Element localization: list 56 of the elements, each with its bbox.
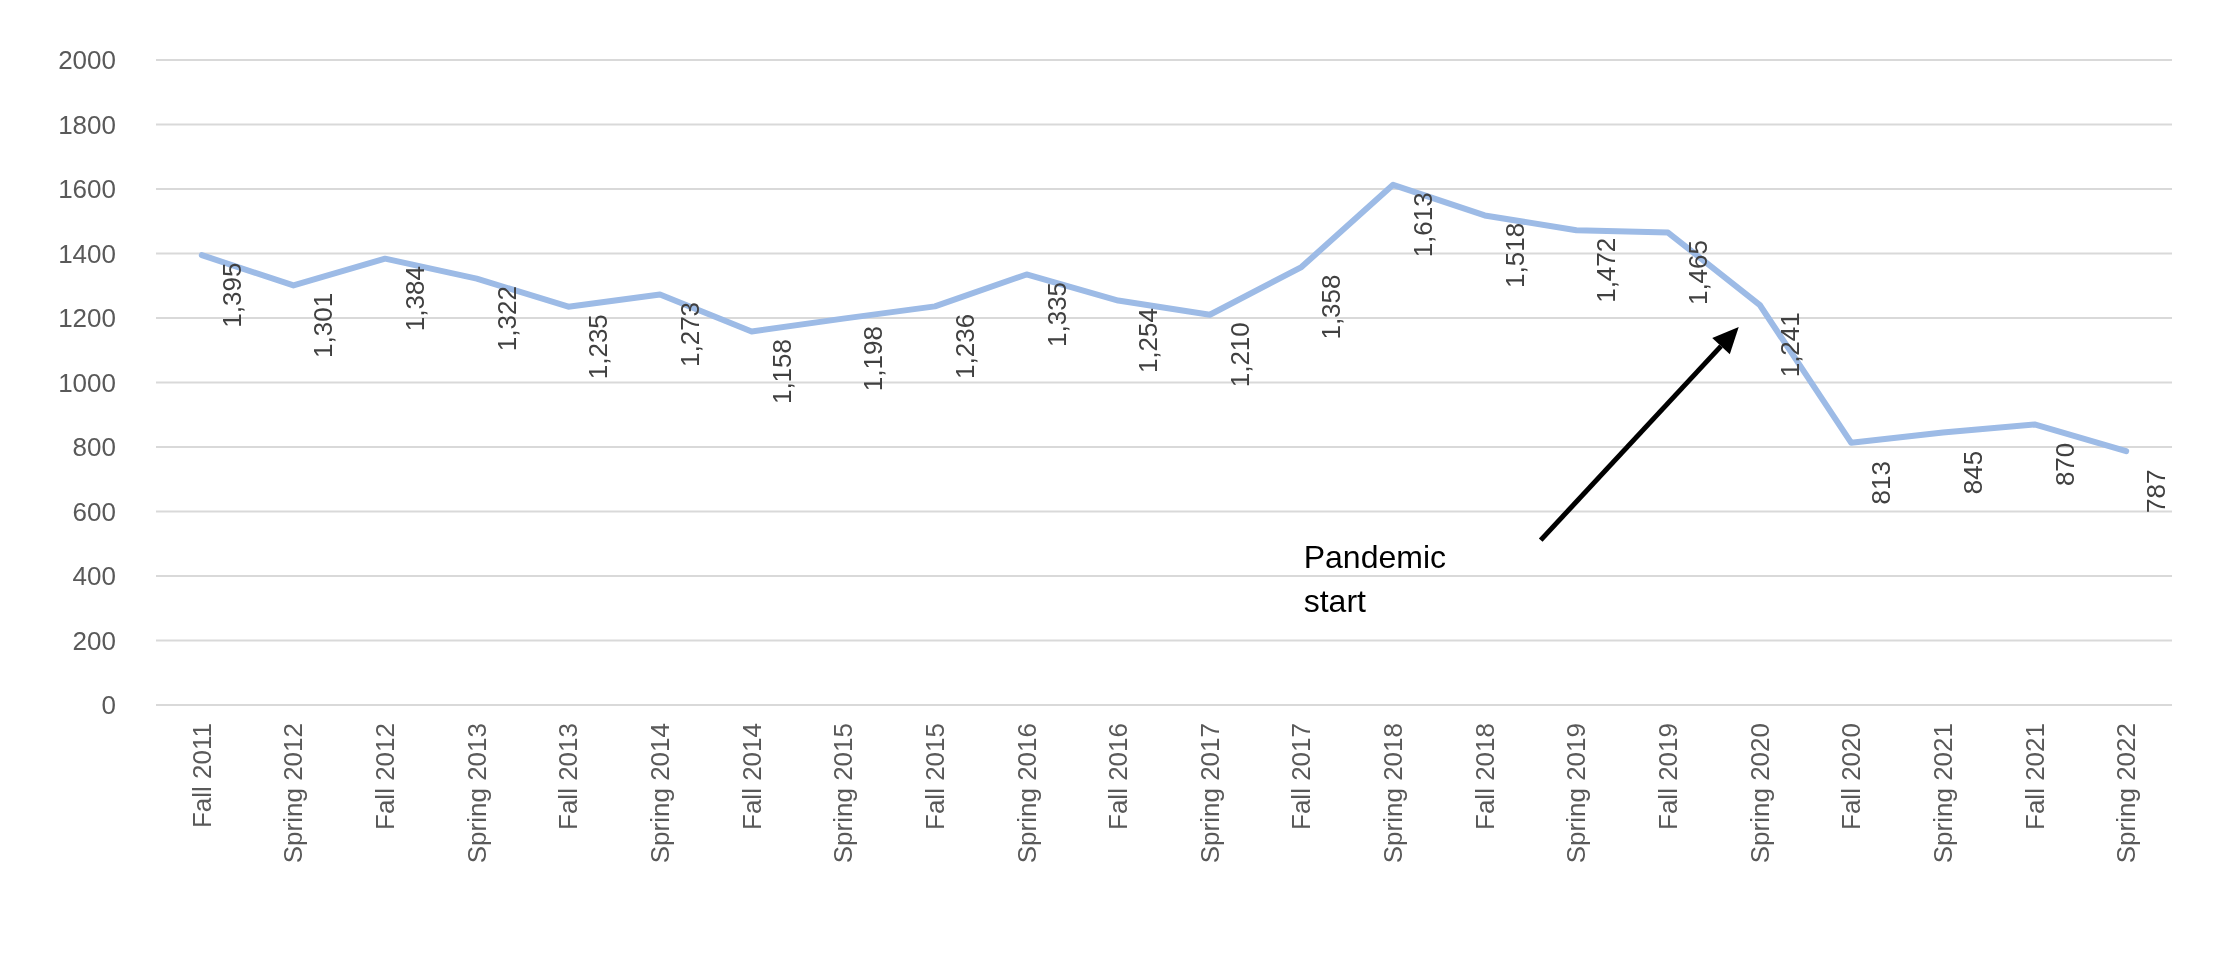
data-label: 870 <box>2049 442 2080 487</box>
data-label: 1,158 <box>766 339 797 405</box>
x-tick-label: Fall 2017 <box>1286 723 1317 830</box>
data-label: 1,198 <box>858 326 889 392</box>
x-tick-label: Spring 2012 <box>278 723 309 864</box>
y-tick-label: 1400 <box>58 238 116 269</box>
data-label: 1,465 <box>1683 240 1713 306</box>
data-label: 1,384 <box>400 266 431 332</box>
data-label: 845 <box>1957 450 1988 495</box>
x-tick-label: Fall 2014 <box>736 723 767 830</box>
x-tick-label: Fall 2016 <box>1103 723 1134 830</box>
x-tick-label: Spring 2019 <box>1561 723 1592 864</box>
y-tick-label: 400 <box>72 561 116 591</box>
data-label: 1,236 <box>949 313 980 379</box>
x-tick-label: Fall 2015 <box>919 723 950 830</box>
y-tick-label: 800 <box>72 432 116 462</box>
x-tick-label: Spring 2021 <box>1927 723 1958 864</box>
x-tick-label: Fall 2013 <box>553 723 584 830</box>
x-tick-label: Spring 2022 <box>2111 723 2142 864</box>
x-tick-label: Spring 2014 <box>645 723 675 864</box>
x-tick-label: Fall 2019 <box>1653 723 1683 830</box>
data-label: 1,322 <box>491 286 522 352</box>
data-label: 1,613 <box>1408 192 1439 258</box>
x-tick-label: Spring 2013 <box>461 723 492 864</box>
x-tick-label: Fall 2018 <box>1469 723 1500 830</box>
x-tick-label: Fall 2011 <box>186 723 217 829</box>
data-label: 1,518 <box>1499 222 1530 288</box>
y-tick-label: 1000 <box>58 367 116 398</box>
data-label: 1,358 <box>1316 274 1347 340</box>
y-tick-label: 200 <box>72 625 116 656</box>
y-tick-label: 1600 <box>58 174 116 204</box>
y-tick-label: 2000 <box>58 45 116 75</box>
x-tick-label: Fall 2020 <box>1836 723 1867 830</box>
data-label: 1,235 <box>583 314 614 380</box>
data-label: 1,472 <box>1591 237 1622 303</box>
x-tick-label: Spring 2018 <box>1378 723 1409 864</box>
data-label: 1,241 <box>1774 312 1805 378</box>
y-tick-label: 1800 <box>58 109 116 140</box>
data-label: 1,395 <box>216 262 247 328</box>
data-label: 1,301 <box>308 292 339 358</box>
x-tick-label: Spring 2015 <box>828 723 859 864</box>
y-tick-label: 1200 <box>58 303 116 333</box>
data-label: 1,210 <box>1224 322 1255 388</box>
x-tick-label: Fall 2021 <box>2019 723 2050 830</box>
x-tick-label: Spring 2016 <box>1011 723 1042 864</box>
data-label: 1,254 <box>1133 308 1164 374</box>
y-tick-label: 0 <box>101 690 116 720</box>
annotation: Pandemic start <box>1303 539 1447 620</box>
x-tick-label: Spring 2017 <box>1194 723 1225 864</box>
data-label: 1,335 <box>1041 281 1072 347</box>
x-tick-label: Spring 2020 <box>1744 723 1775 864</box>
y-tick-label: 600 <box>72 496 116 527</box>
data-label: 1,273 <box>675 301 705 367</box>
data-label: 813 <box>1866 461 1897 505</box>
data-label: 787 <box>2141 469 2172 513</box>
x-tick-label: Fall 2012 <box>370 723 401 830</box>
